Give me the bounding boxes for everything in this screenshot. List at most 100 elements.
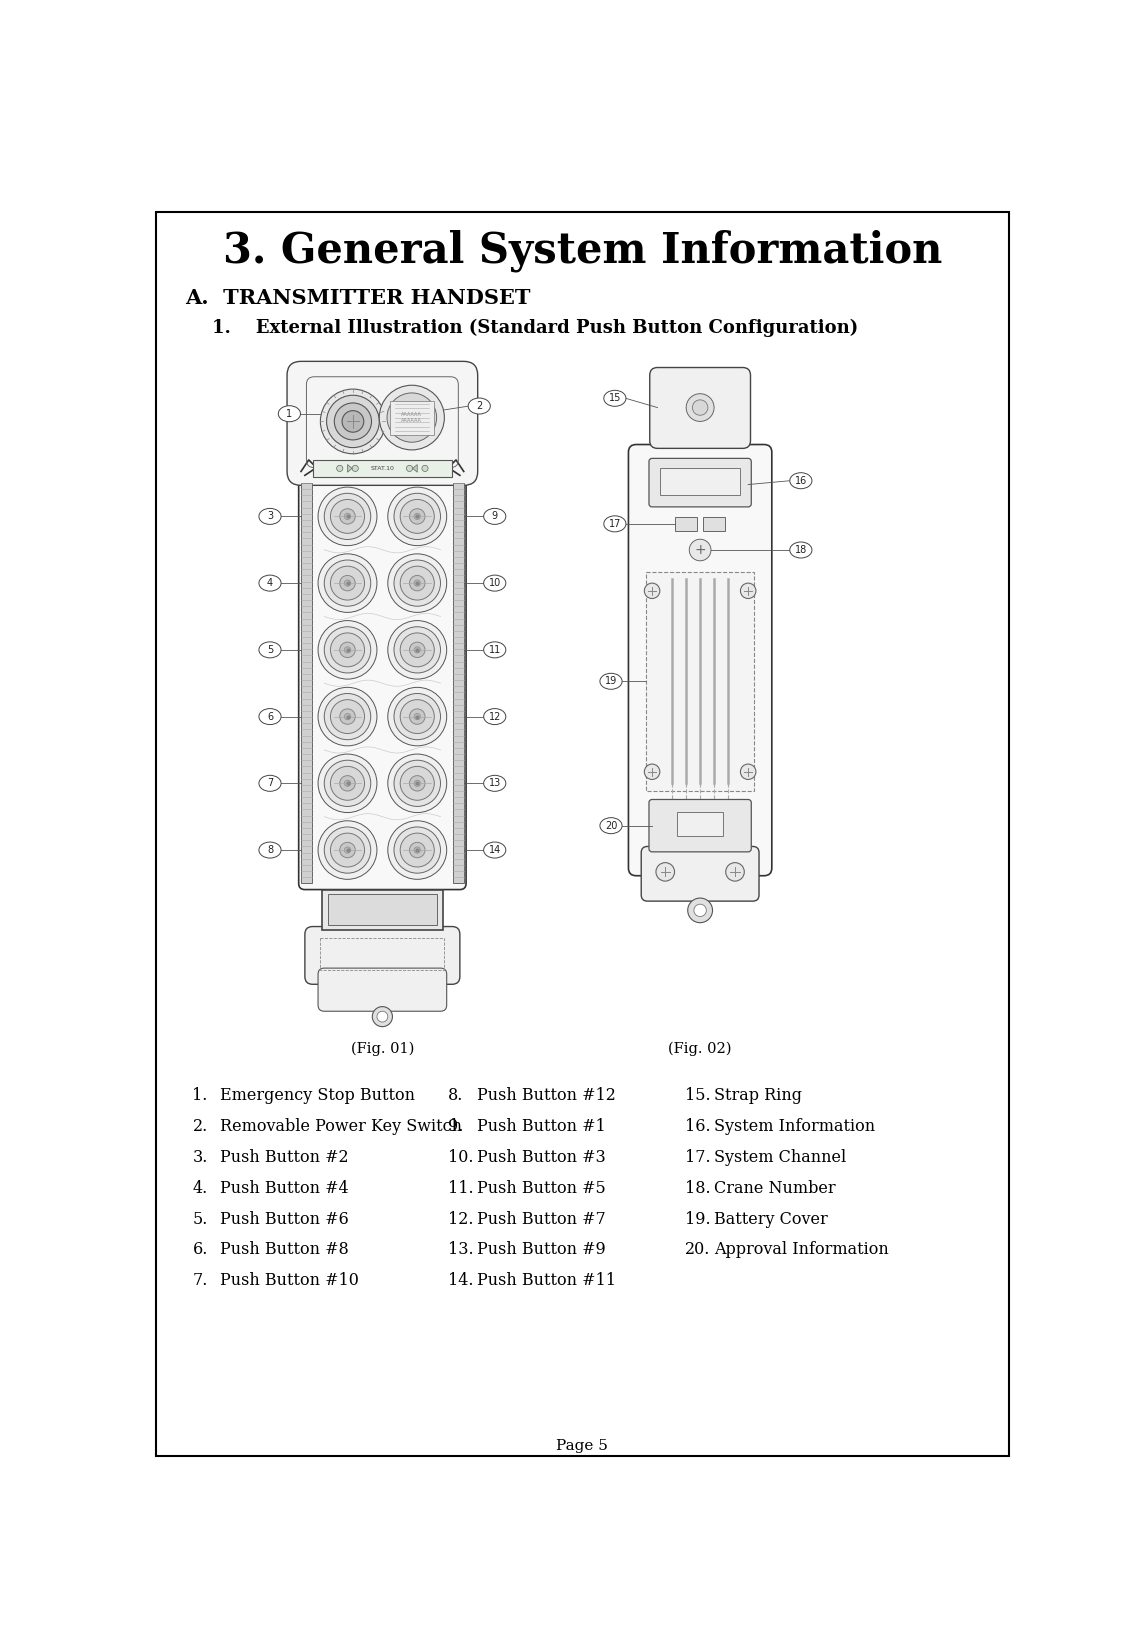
Circle shape <box>321 390 385 454</box>
Circle shape <box>324 494 371 540</box>
Text: (Fig. 02): (Fig. 02) <box>669 1042 732 1057</box>
Circle shape <box>400 700 434 733</box>
Circle shape <box>725 862 745 882</box>
Circle shape <box>324 627 371 674</box>
Circle shape <box>324 693 371 740</box>
Text: A.  TRANSMITTER HANDSET: A. TRANSMITTER HANDSET <box>184 289 530 309</box>
Text: 20.: 20. <box>684 1242 709 1258</box>
Text: 19: 19 <box>605 677 617 687</box>
Ellipse shape <box>483 509 506 525</box>
Circle shape <box>345 580 350 586</box>
Circle shape <box>414 713 421 720</box>
FancyBboxPatch shape <box>641 847 760 901</box>
Bar <box>321 938 445 971</box>
Text: 15.: 15. <box>684 1088 711 1105</box>
Circle shape <box>400 500 434 533</box>
Text: 11: 11 <box>489 646 501 655</box>
Ellipse shape <box>259 708 281 725</box>
Ellipse shape <box>600 817 622 834</box>
Circle shape <box>388 755 447 812</box>
Text: Push Button #3: Push Button #3 <box>476 1149 606 1166</box>
Circle shape <box>324 560 371 606</box>
Circle shape <box>692 400 708 416</box>
Circle shape <box>342 411 364 433</box>
Text: 5: 5 <box>267 646 273 655</box>
Circle shape <box>345 781 350 786</box>
Circle shape <box>406 466 413 472</box>
Circle shape <box>395 627 440 674</box>
Text: 2: 2 <box>476 401 482 411</box>
Text: AAAAAA
AAAAAA: AAAAAA AAAAAA <box>401 413 422 423</box>
Circle shape <box>409 776 425 791</box>
Text: Emergency Stop Button: Emergency Stop Button <box>219 1088 415 1105</box>
Circle shape <box>400 766 434 801</box>
Circle shape <box>334 403 372 439</box>
Circle shape <box>400 834 434 867</box>
Circle shape <box>694 905 706 916</box>
Text: Page 5: Page 5 <box>556 1438 608 1453</box>
Text: 4: 4 <box>267 578 273 588</box>
Circle shape <box>331 700 365 733</box>
Circle shape <box>395 759 440 806</box>
Bar <box>677 812 723 837</box>
Circle shape <box>688 898 713 923</box>
Ellipse shape <box>483 776 506 791</box>
Circle shape <box>337 466 343 472</box>
Ellipse shape <box>600 674 622 690</box>
Ellipse shape <box>483 575 506 591</box>
Text: Push Button #5: Push Button #5 <box>476 1180 606 1197</box>
Text: 20: 20 <box>605 821 617 830</box>
Bar <box>322 890 442 930</box>
Ellipse shape <box>279 406 300 421</box>
Circle shape <box>331 500 365 533</box>
Text: 9: 9 <box>491 512 498 522</box>
Text: STAT.10: STAT.10 <box>371 466 395 471</box>
Circle shape <box>345 647 350 652</box>
Bar <box>390 401 433 434</box>
FancyBboxPatch shape <box>318 967 447 1012</box>
Circle shape <box>414 781 421 786</box>
Text: 2.: 2. <box>192 1118 208 1136</box>
Circle shape <box>340 708 355 725</box>
Circle shape <box>318 553 377 613</box>
Text: System Channel: System Channel <box>714 1149 846 1166</box>
Circle shape <box>409 576 425 591</box>
Circle shape <box>409 509 425 523</box>
Circle shape <box>388 621 447 679</box>
Circle shape <box>686 393 714 421</box>
Text: Push Button #9: Push Button #9 <box>476 1242 606 1258</box>
Circle shape <box>414 847 421 854</box>
Circle shape <box>740 583 756 599</box>
Text: 3. General System Information: 3. General System Information <box>223 229 943 272</box>
Text: 18.: 18. <box>684 1180 711 1197</box>
Circle shape <box>380 385 445 451</box>
Circle shape <box>352 466 358 472</box>
Text: 16.: 16. <box>684 1118 711 1136</box>
Circle shape <box>409 708 425 725</box>
Circle shape <box>324 827 371 873</box>
Circle shape <box>345 847 350 854</box>
Text: 14.: 14. <box>448 1273 474 1289</box>
Circle shape <box>331 632 365 667</box>
Text: (Fig. 01): (Fig. 01) <box>350 1042 414 1057</box>
Text: 17: 17 <box>608 518 621 528</box>
Circle shape <box>395 494 440 540</box>
Bar <box>675 517 697 530</box>
Bar <box>703 517 725 530</box>
Circle shape <box>318 755 377 812</box>
Ellipse shape <box>483 842 506 859</box>
Text: 7: 7 <box>267 778 273 788</box>
Bar <box>329 895 437 925</box>
Circle shape <box>331 566 365 599</box>
Ellipse shape <box>790 542 812 558</box>
Text: 19.: 19. <box>684 1210 711 1228</box>
Ellipse shape <box>259 575 281 591</box>
Circle shape <box>400 566 434 599</box>
Circle shape <box>340 776 355 791</box>
Circle shape <box>395 827 440 873</box>
Bar <box>301 484 312 883</box>
Text: Push Button #2: Push Button #2 <box>219 1149 348 1166</box>
Text: Removable Power Key Switch: Removable Power Key Switch <box>219 1118 462 1136</box>
Circle shape <box>340 576 355 591</box>
Text: Push Button #6: Push Button #6 <box>219 1210 348 1228</box>
